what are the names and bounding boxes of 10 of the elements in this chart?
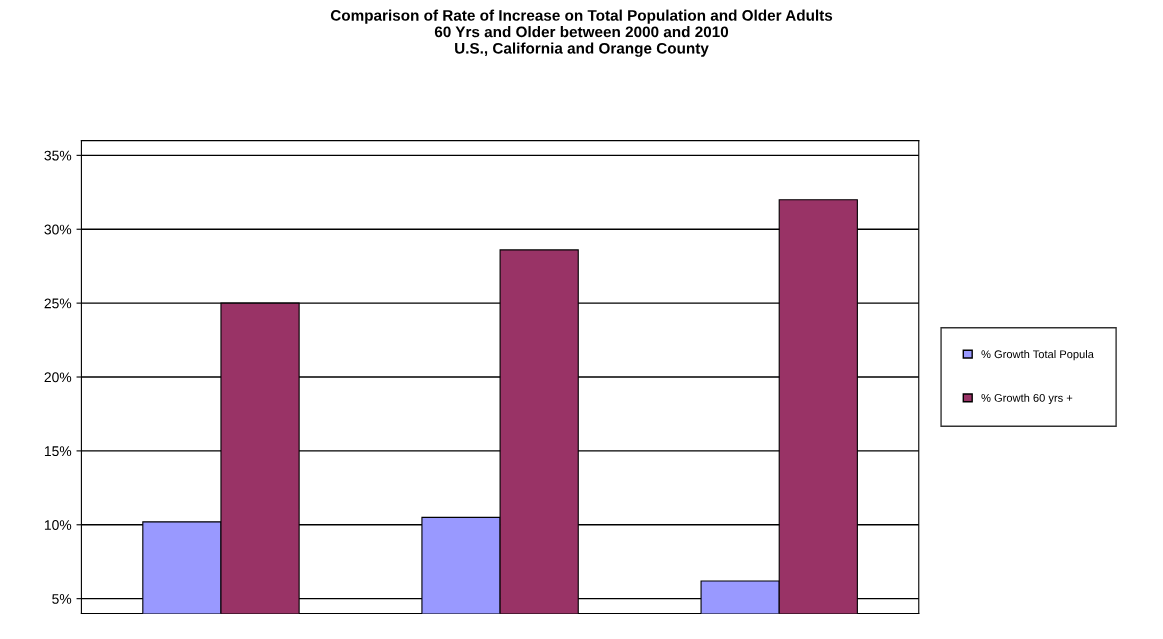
y-tick-label: 5%	[52, 594, 72, 604]
legend-label: % Growth Total Popula	[981, 349, 1094, 361]
y-tick-label: 10%	[44, 520, 72, 530]
y-tick-label: 25%	[44, 298, 72, 309]
y-tick-label: 20%	[44, 372, 72, 383]
y-tick-label: 30%	[44, 224, 72, 235]
y-tick-label: 35%	[44, 150, 72, 161]
y-tick-label: 15%	[44, 446, 72, 457]
legend-label: % Growth 60 yrs +	[981, 393, 1073, 405]
chart-title: Comparison of Rate of Increase on Total Population and Older Adults 60 Yrs and Older between 2000 and 2010 U.S., California and Orange County	[330, 9, 833, 57]
